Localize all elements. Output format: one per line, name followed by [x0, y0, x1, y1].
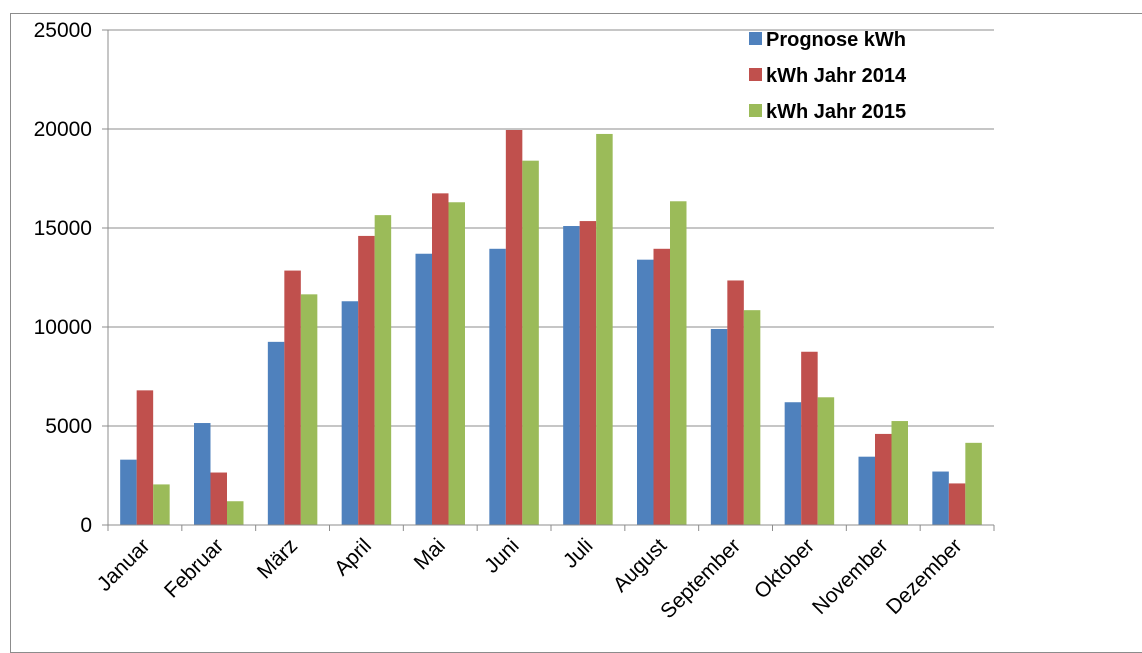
bar — [136, 390, 154, 525]
bar — [563, 226, 580, 525]
bar — [120, 459, 137, 525]
y-tick-label: 0 — [80, 514, 92, 537]
bar — [579, 221, 597, 525]
legend-swatch — [749, 104, 762, 117]
bar — [727, 280, 744, 525]
x-tick-label: August — [609, 534, 672, 597]
bar — [858, 456, 875, 525]
x-tick-label: Juli — [559, 534, 598, 573]
x-tick-label: September — [656, 534, 745, 623]
x-tick-labels: Januar Februar März April Mai Juni Juli AugustS… — [93, 534, 967, 623]
x-tick-label: Februar — [160, 534, 228, 602]
legend-label: kWh Jahr 2015 — [766, 101, 906, 123]
bar — [267, 341, 285, 525]
legend-label: Prognose kWh — [766, 29, 906, 51]
bar — [358, 235, 375, 526]
bar — [784, 402, 802, 525]
bar — [743, 310, 761, 525]
bar — [932, 471, 949, 525]
bar — [965, 442, 982, 525]
legend: Prognose kWh kWh Jahr 2014 kWh Jahr 2015 — [749, 29, 907, 123]
gridlines — [108, 29, 994, 427]
bar — [596, 133, 613, 525]
axes — [102, 29, 995, 531]
bar — [948, 483, 966, 525]
bar — [522, 160, 539, 525]
bar — [227, 501, 244, 525]
y-tick-labels: 0 5000 10000 15000 20000 25000 — [34, 19, 92, 537]
x-tick-label: Juni — [480, 534, 524, 578]
bar — [284, 270, 301, 525]
x-tick-label: März — [253, 534, 302, 583]
bar — [710, 328, 728, 525]
bar — [300, 294, 318, 525]
bar — [653, 248, 670, 526]
bar — [432, 193, 449, 525]
x-tick-label: November — [808, 534, 893, 619]
bar — [817, 397, 835, 525]
y-tick-label: 20000 — [34, 118, 92, 141]
bar — [891, 421, 908, 525]
bar — [374, 215, 392, 525]
bar — [341, 301, 359, 525]
x-tick-label: Oktober — [750, 534, 819, 603]
bar — [637, 259, 654, 525]
legend-swatch — [749, 68, 762, 81]
y-tick-label: 25000 — [34, 19, 92, 42]
bar — [194, 423, 211, 525]
bars — [120, 129, 982, 526]
bar — [670, 201, 687, 525]
x-tick-label: Januar — [93, 534, 155, 596]
legend-swatch — [749, 32, 762, 45]
legend-label: kWh Jahr 2014 — [766, 65, 907, 87]
y-tick-label: 10000 — [34, 316, 92, 339]
bar — [801, 351, 818, 525]
x-tick-label: Mai — [410, 534, 450, 574]
x-tick-label: Dezember — [882, 534, 967, 619]
bar — [210, 472, 227, 525]
bar — [153, 484, 170, 525]
y-tick-label: 15000 — [34, 217, 92, 240]
x-tick-label: April — [330, 534, 376, 580]
y-tick-label: 5000 — [45, 415, 92, 438]
bar — [505, 129, 523, 526]
bar — [448, 202, 465, 525]
bar — [489, 248, 506, 526]
bar — [875, 433, 892, 525]
bar — [415, 253, 432, 526]
